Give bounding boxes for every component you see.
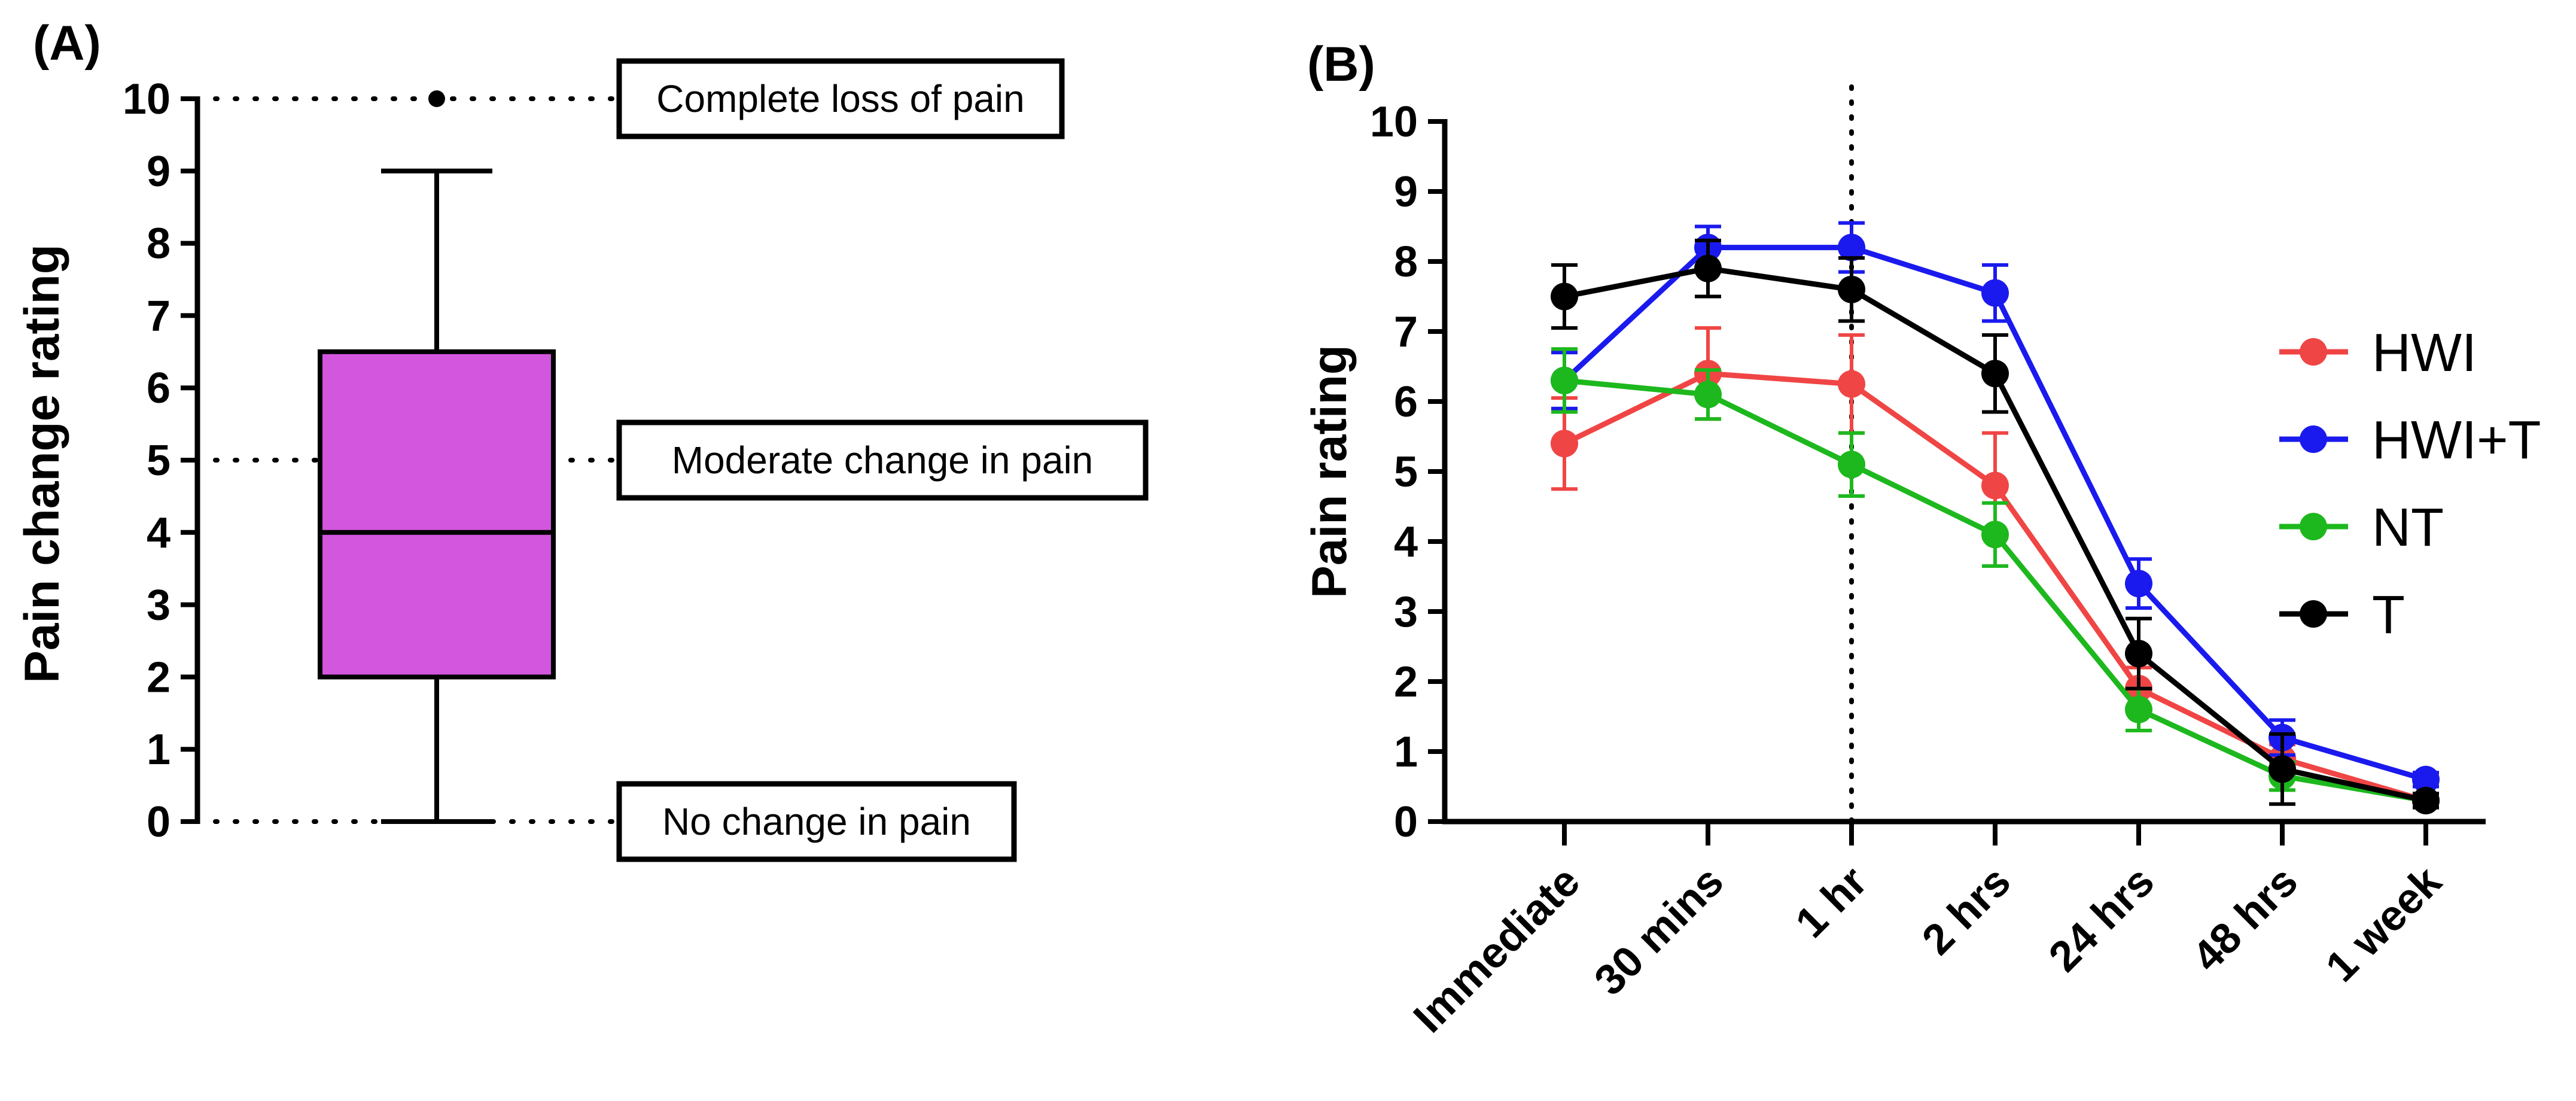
panel-b-y-tick-label: 8	[1394, 238, 1418, 286]
panel-a-y-tick-label: 3	[147, 582, 170, 629]
panel-b-x-tick-label: 1 hr	[1786, 857, 1876, 947]
legend-swatch-marker	[2300, 600, 2327, 628]
panel-b-y-tick-label: 3	[1394, 588, 1418, 636]
data-point	[1694, 381, 1722, 409]
data-point	[1551, 366, 1578, 394]
panel-b-y-ticks: 0 1 2 3 4 5 6 7 8 9 10	[1370, 98, 1445, 846]
panel-b-y-tick-label: 9	[1394, 168, 1418, 216]
panel-b: (B) Pain rating 0 1 2 3 4 5 6 7 8 9 10 Immediate30…	[1302, 37, 2541, 1042]
data-point	[1981, 279, 2009, 307]
data-point	[1551, 282, 1578, 311]
panel-b-y-tick-label: 5	[1394, 448, 1418, 496]
legend-swatch-marker	[2300, 338, 2327, 366]
panel-b-series	[1551, 221, 2440, 814]
data-point	[2125, 570, 2152, 598]
data-point	[1694, 254, 1722, 282]
panel-a-y-tick-label: 4	[147, 509, 170, 557]
panel-b-y-tick-label: 1	[1394, 728, 1418, 776]
panel-a-y-tick-label: 9	[147, 148, 170, 196]
legend-swatch-marker	[2300, 425, 2327, 453]
panel-b-x-tick-label: 48 hrs	[2184, 857, 2307, 981]
data-point	[2412, 765, 2440, 793]
panel-a-y-axis-title: Pain change rating	[15, 244, 69, 683]
panel-a-reference-box	[616, 781, 1017, 862]
panel-a-reference-label: Moderate change in pain	[672, 439, 1094, 482]
legend-swatch-marker	[2300, 513, 2327, 540]
panel-a: (A) Pain change rating 0 1 2 3 4 5 6 7 8 9 10 Comp…	[15, 16, 1149, 862]
panel-b-label: (B)	[1307, 37, 1375, 92]
panel-b-y-axis-title: Pain rating	[1302, 345, 1357, 598]
data-point	[1981, 472, 2009, 500]
panel-a-outlier-point	[428, 90, 445, 107]
panel-a-y-tick-label: 8	[147, 220, 170, 268]
panel-a-box-iqr	[318, 349, 556, 680]
data-point	[1838, 233, 1865, 261]
legend-label: T	[2372, 585, 2405, 645]
panel-a-y-tick-label: 2	[147, 653, 170, 701]
panel-a-reference-label: No change in pain	[662, 800, 971, 843]
data-point	[2269, 755, 2296, 783]
panel-a-reference-box	[616, 419, 1149, 501]
data-point	[1838, 370, 1865, 398]
panel-a-label: (A)	[33, 16, 101, 71]
panel-a-reference-lines: Complete loss of pain Moderate change in …	[213, 58, 1149, 862]
panel-a-reference-label: Complete loss of pain	[656, 77, 1024, 120]
panel-b-x-tick-label: 2 hrs	[1913, 857, 2020, 964]
panel-b-y-tick-label: 2	[1394, 658, 1418, 706]
data-point	[1981, 360, 2009, 388]
panel-a-y-tick-label: 10	[123, 75, 170, 123]
panel-a-y-tick-label: 0	[147, 798, 170, 846]
data-point	[1981, 521, 2009, 549]
data-point	[1551, 430, 1578, 458]
panel-b-y-tick-label: 4	[1394, 518, 1418, 566]
panel-a-boxplot	[318, 90, 556, 824]
panel-a-y-ticks: 0 1 2 3 4 5 6 7 8 9 10	[123, 75, 197, 846]
data-point	[1838, 275, 1865, 303]
panel-b-legend: HWI HWI+T NT T	[2279, 323, 2541, 645]
panel-b-y-tick-label: 7	[1394, 308, 1418, 356]
panel-a-y-tick-label: 5	[147, 437, 170, 485]
panel-a-y-tick-label: 7	[147, 292, 170, 340]
panel-b-y-tick-label: 10	[1370, 98, 1418, 146]
data-point	[2125, 695, 2152, 723]
data-point	[2412, 786, 2440, 814]
panel-a-reference-box	[616, 58, 1065, 139]
legend-label: HWI+T	[2372, 410, 2541, 470]
series-t-group	[1551, 238, 2440, 814]
data-point	[1838, 451, 1865, 479]
panel-a-y-tick-label: 1	[147, 726, 170, 774]
panel-b-x-tick-label: 30 mins	[1585, 857, 1732, 1005]
panel-b-y-tick-label: 0	[1394, 798, 1418, 846]
panel-b-x-tick-label: Immediate	[1405, 857, 1589, 1042]
panel-b-x-tick-label: 1 week	[2317, 857, 2451, 991]
panel-b-y-tick-label: 6	[1394, 378, 1418, 426]
panel-a-y-tick-label: 6	[147, 364, 170, 412]
panel-b-x-tick-label: 24 hrs	[2040, 857, 2164, 981]
data-point	[2125, 640, 2152, 668]
legend-label: NT	[2372, 498, 2444, 558]
legend-label: HWI	[2372, 323, 2477, 383]
